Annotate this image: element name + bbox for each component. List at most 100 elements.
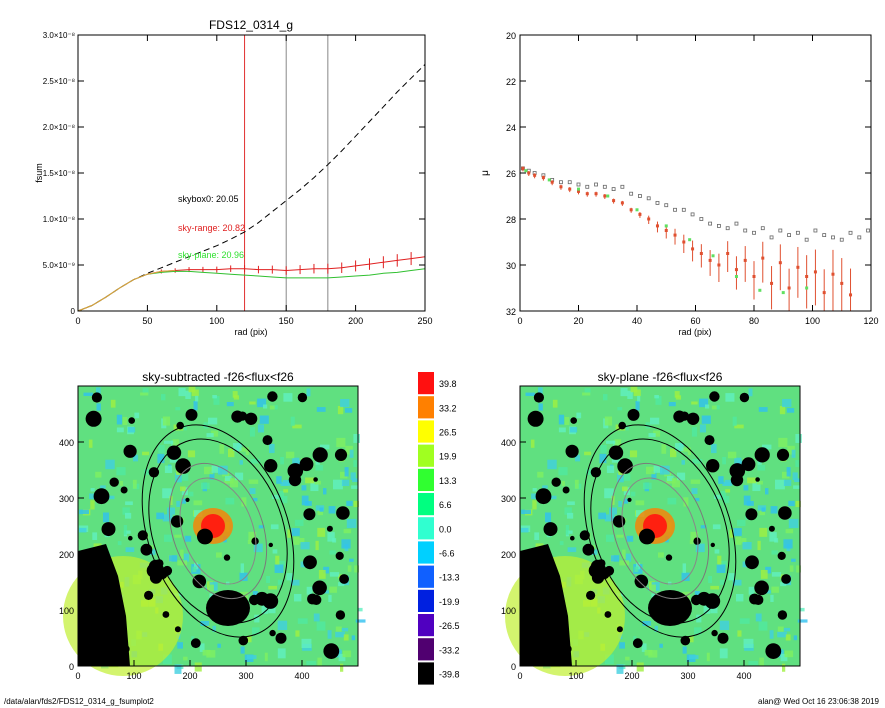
mu-point-1: [761, 256, 765, 260]
image-noise: [719, 620, 730, 631]
image-noise: [350, 472, 356, 481]
sky-subtracted-title: sky-subtracted -f26<flux<f26: [142, 370, 294, 384]
image-noise: [103, 512, 110, 523]
aperture-ellipse-1: [141, 424, 295, 638]
mu-point-1: [752, 275, 756, 278]
mask-dot: [768, 525, 775, 532]
fsum-panel: FDS12_0314_g 0 50 100 150 200 250 0 5.0×10⁻⁹ 1.0…: [34, 18, 433, 337]
colorbar-label: -13.3: [439, 573, 460, 583]
image-noise: [93, 543, 102, 549]
mu-xtick-label: 60: [690, 316, 700, 326]
image-noise: [328, 594, 332, 603]
mask-dot: [754, 580, 769, 596]
image-noise: [343, 634, 349, 641]
image-noise: [306, 388, 311, 397]
mu-point-open: [752, 230, 756, 235]
image-noise: [295, 630, 300, 637]
image-ytick-label: 100: [501, 606, 516, 616]
sky-subtracted-axes: 0 100 200 300 400 0 100 200 300 400: [59, 438, 310, 681]
image-noise: [345, 445, 353, 455]
image-noise: [761, 507, 766, 512]
image-ytick-label: 400: [59, 438, 74, 448]
image-noise: [625, 656, 630, 661]
image-noise: [343, 529, 352, 534]
image-noise: [530, 439, 535, 448]
image-noise: [770, 506, 778, 514]
image-noise: [181, 487, 188, 496]
fsum-xtick-label: 200: [348, 316, 363, 326]
mu-point-open: [725, 226, 730, 231]
mu-point-open: [708, 221, 713, 226]
image-noise: [333, 479, 343, 490]
image-ytick-label: 0: [69, 662, 74, 672]
mask-dot: [729, 463, 746, 479]
image-noise: [545, 512, 552, 523]
mu-point-open: [620, 184, 625, 189]
image-noise: [336, 437, 346, 448]
image-noise: [228, 448, 235, 458]
image-noise: [793, 635, 798, 641]
image-noise: [711, 443, 717, 454]
image-noise: [299, 538, 305, 544]
image-noise: [558, 427, 566, 433]
image-noise: [667, 497, 677, 505]
image-noise: [694, 591, 700, 597]
image-noise: [611, 495, 615, 506]
mask-dot: [335, 610, 346, 620]
image-noise: [199, 643, 205, 652]
image-noise: [782, 399, 792, 408]
footer-timestamp: alan@ Wed Oct 16 23:06:38 2019: [758, 697, 879, 706]
mask-dot: [592, 467, 597, 472]
mu-point-1: [787, 286, 791, 290]
image-noise: [618, 500, 622, 507]
sky-subtracted-frame: [77, 385, 359, 667]
mask-dot: [662, 597, 674, 610]
image-noise: [622, 426, 629, 431]
image-noise: [200, 621, 210, 626]
image-noise: [212, 395, 217, 399]
image-noise: [755, 613, 762, 622]
mask-dot: [551, 477, 561, 487]
image-noise: [192, 566, 197, 572]
image-noise: [301, 638, 312, 649]
image-noise: [239, 447, 249, 452]
mask-dot: [776, 448, 790, 461]
image-noise: [682, 563, 687, 574]
image-noise: [771, 572, 782, 577]
fsum-series-1: [77, 256, 426, 312]
mu-point-1: [813, 270, 817, 274]
aperture-ellipse-0: [148, 438, 288, 624]
image-noise: [225, 497, 235, 505]
image-noise: [653, 465, 663, 473]
image-noise: [125, 501, 133, 506]
image-noise: [290, 579, 300, 586]
colorbar-swatch: [418, 614, 434, 637]
image-noise: [705, 404, 710, 409]
fsum-xtick-label: 50: [142, 316, 152, 326]
mu-ylabel: μ: [480, 170, 491, 176]
image-noise: [641, 643, 647, 652]
mask-dot: [262, 435, 273, 446]
image-noise: [619, 560, 630, 566]
image-noise: [759, 510, 765, 516]
image-noise: [734, 424, 744, 429]
image-noise: [338, 582, 345, 587]
mask-dot: [174, 626, 181, 633]
colorbar-swatch: [418, 638, 434, 661]
colorbar-label: 6.6: [439, 500, 452, 510]
image-noise: [335, 631, 345, 638]
mask-dot: [335, 551, 344, 561]
image-noise: [191, 389, 199, 397]
image-noise: [648, 650, 658, 658]
image-noise: [675, 443, 684, 451]
mask-dot: [150, 467, 155, 472]
mask-dot: [527, 410, 544, 427]
image-noise: [269, 443, 275, 454]
image-noise: [301, 495, 309, 506]
image-noise: [525, 392, 535, 396]
mu-point-open: [559, 180, 563, 185]
mask-dot: [264, 459, 278, 473]
image-noise: [354, 565, 359, 573]
image-noise: [353, 434, 360, 443]
image-noise: [746, 501, 754, 506]
